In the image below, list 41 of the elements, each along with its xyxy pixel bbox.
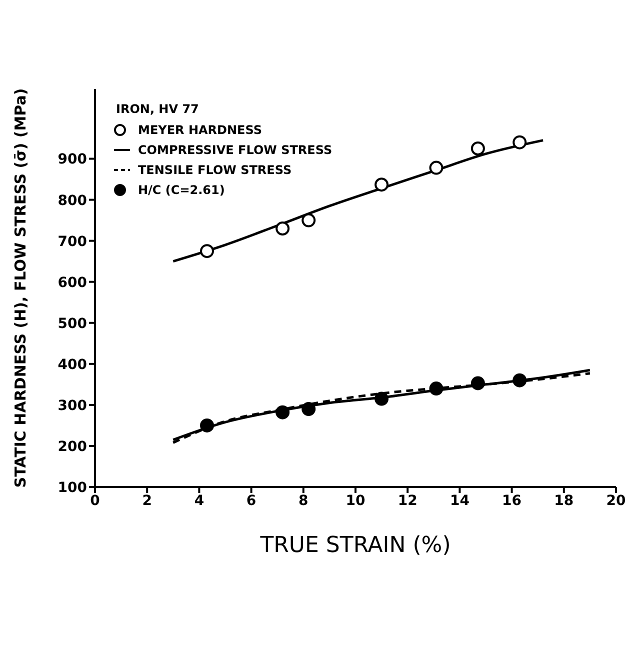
point [276, 405, 290, 420]
x-tick-label: 6 [246, 492, 256, 509]
legend-label: H/C (C=2.61) [138, 183, 225, 197]
legend-label: MEYER HARDNESS [138, 123, 262, 137]
x-tick-label: 18 [554, 492, 574, 509]
y-tick-label: 700 [58, 234, 88, 250]
x-tick-label: 20 [606, 492, 626, 509]
point [429, 160, 444, 175]
y-tick-label: 900 [58, 152, 88, 168]
point [512, 373, 527, 388]
point [374, 178, 389, 192]
point [429, 382, 444, 396]
point [512, 135, 527, 150]
legend-label: COMPRESSIVE FLOW STRESS [138, 143, 332, 157]
point [276, 222, 290, 236]
y-tick-label: 600 [58, 274, 88, 291]
x-tick-label: 4 [194, 492, 204, 509]
x-tick-label: 14 [450, 492, 470, 509]
legend-title: IRON, HV 77 [116, 102, 200, 116]
x-tick-label: 8 [298, 492, 308, 509]
point [470, 141, 485, 156]
y-tick-label: 300 [58, 398, 88, 414]
x-axis-title: TRUE STRAIN (%) [259, 533, 451, 558]
x-tick-label: 0 [90, 492, 100, 509]
y-tick-label: 500 [58, 316, 88, 332]
y-tick-label: 200 [58, 438, 88, 455]
point [374, 392, 389, 406]
y-tick-label: 800 [58, 192, 88, 209]
point [470, 376, 485, 390]
x-tick-label: 16 [502, 492, 522, 509]
y-tick-label: 400 [58, 356, 88, 373]
x-tick-label: 10 [346, 492, 366, 509]
point [302, 402, 316, 416]
x-tick-label: 2 [142, 492, 152, 509]
point [200, 418, 214, 432]
y-axis-title: STATIC HARDNESS (H), FLOW STRESS (σ̄) (MPa) [11, 88, 30, 488]
legend-label: TENSILE FLOW STRESS [138, 163, 292, 177]
point [200, 244, 214, 258]
x-tick-label: 12 [398, 492, 418, 509]
point [302, 213, 316, 228]
y-tick-label: 100 [58, 480, 88, 496]
